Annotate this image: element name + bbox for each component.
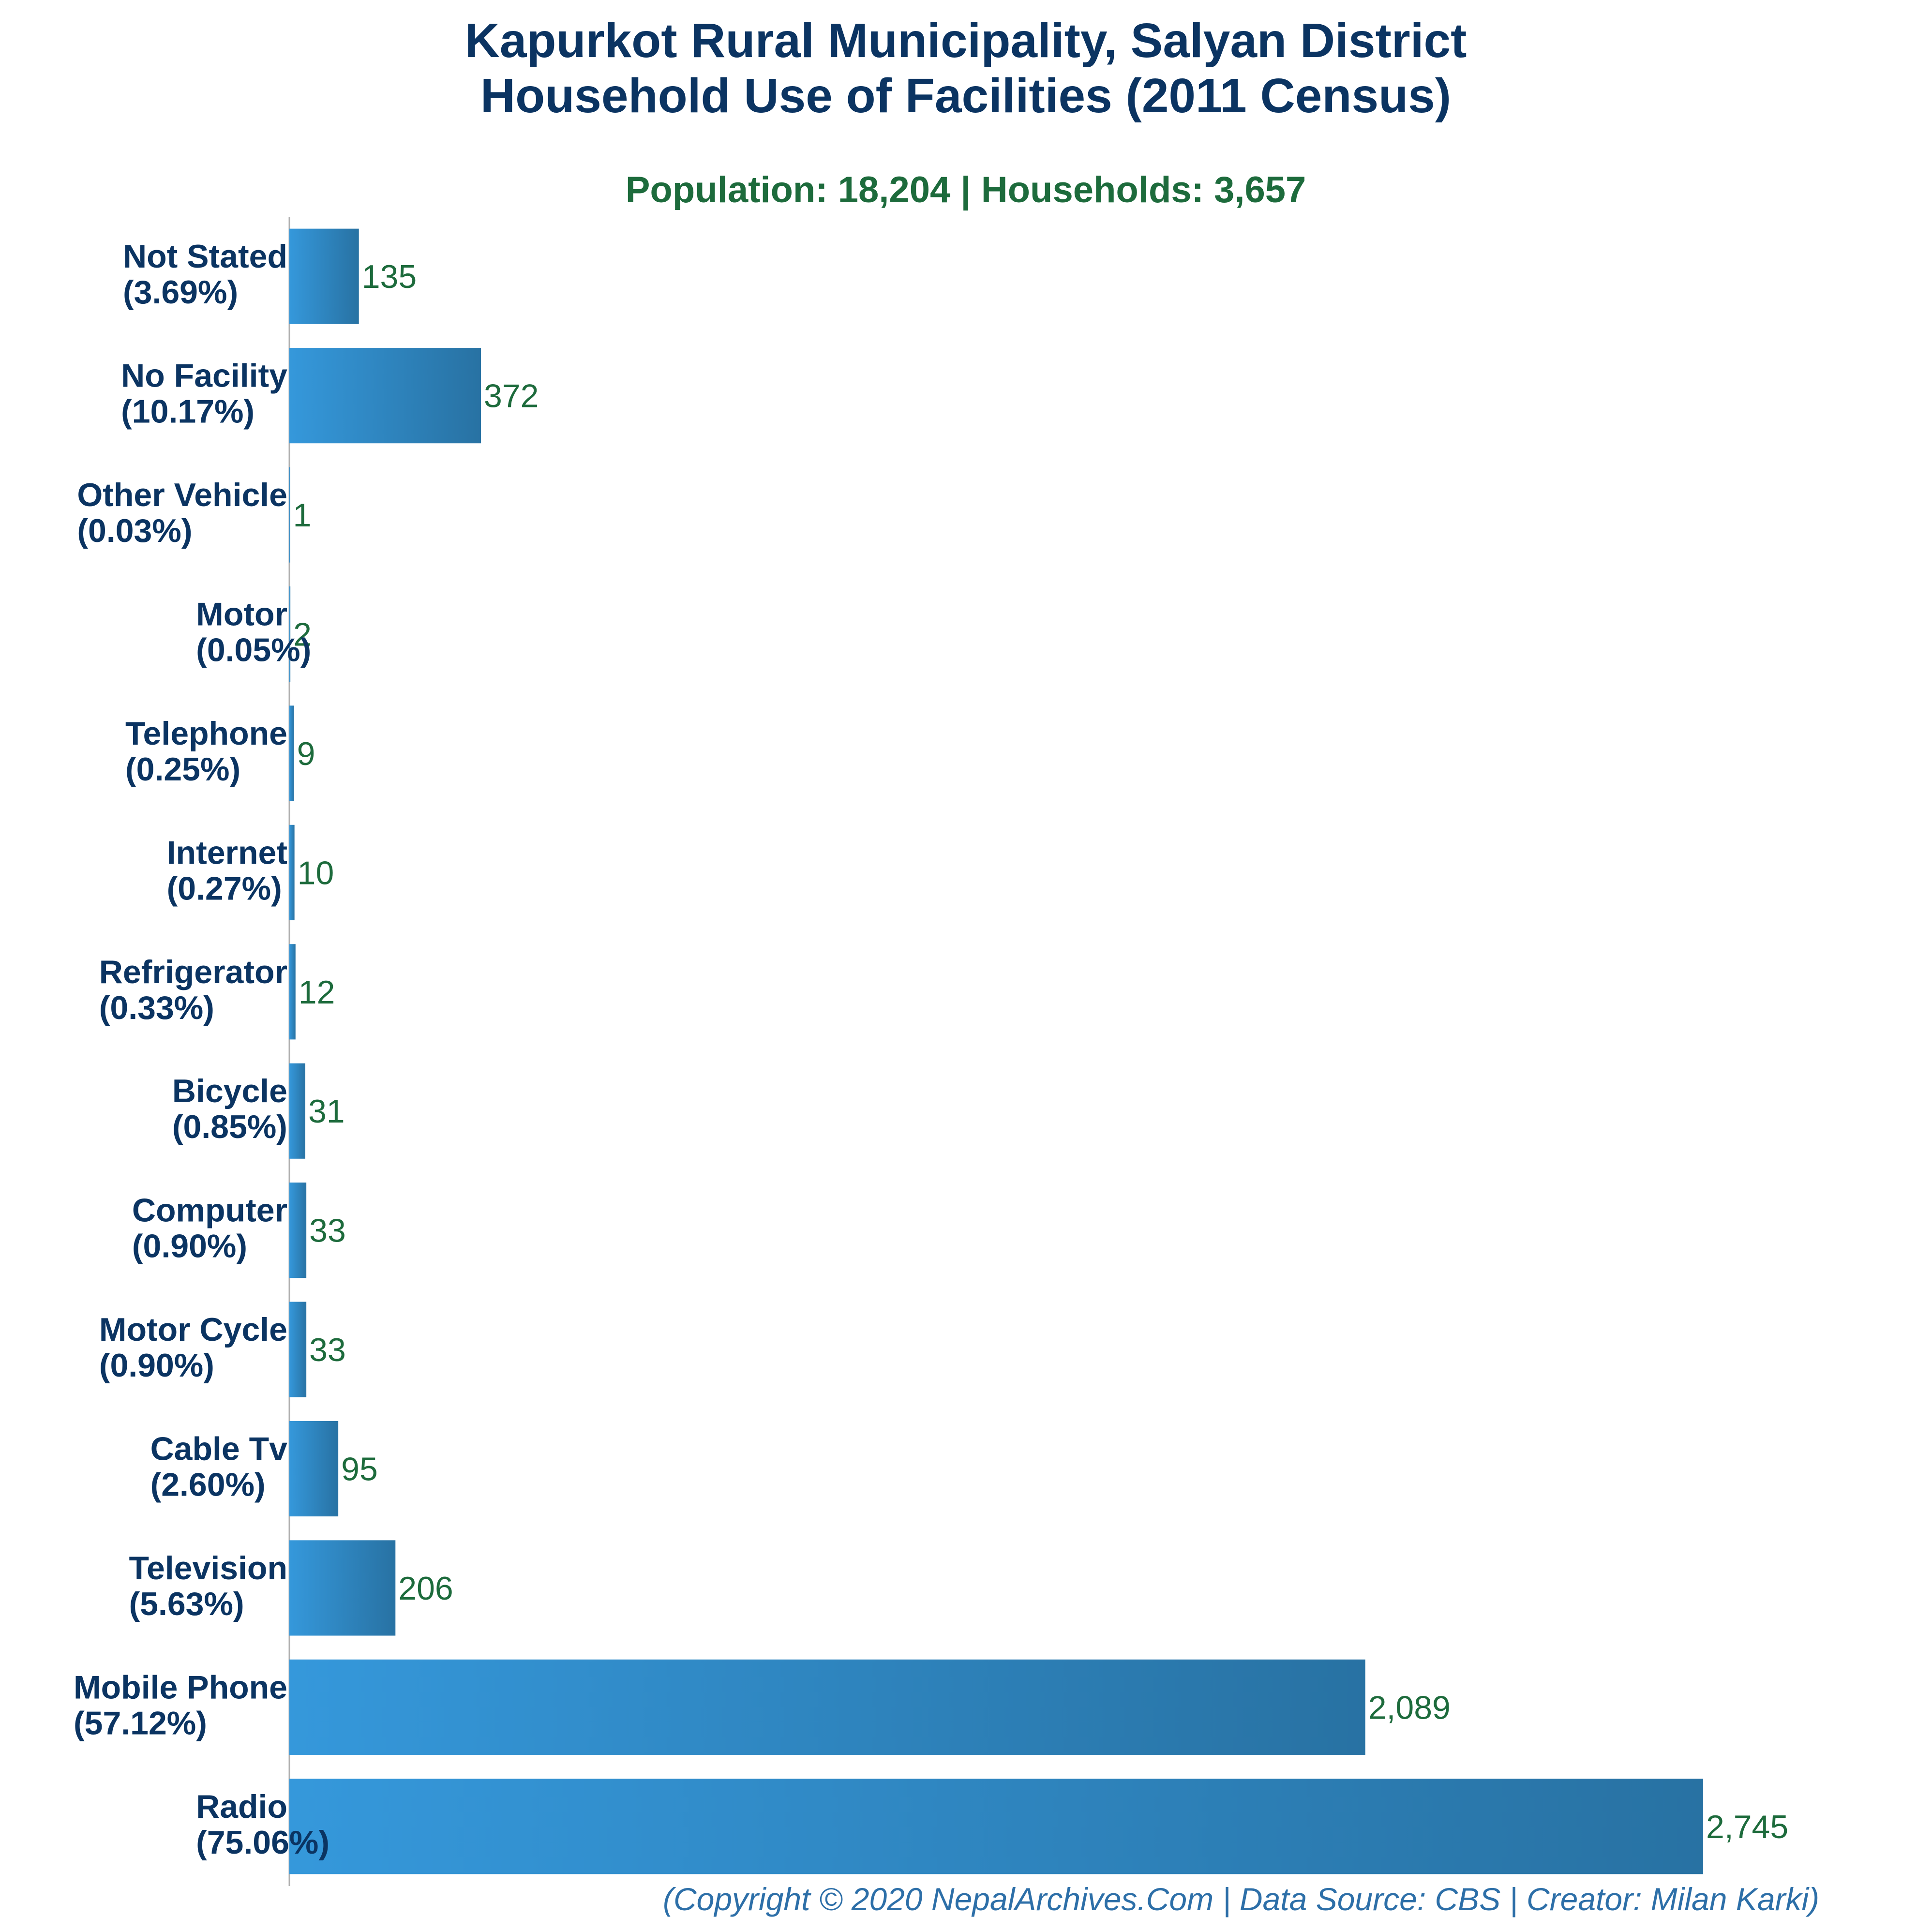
value-label: 33 bbox=[309, 1332, 346, 1368]
bars-group: 135 Not Stated(3.69%) 372 No Facility(10.17… bbox=[74, 228, 1788, 1874]
category-label: Refrigerator bbox=[99, 954, 287, 990]
category-percent-label: (0.33%) bbox=[99, 989, 214, 1026]
bar-refrigerator bbox=[289, 944, 296, 1040]
value-label: 2,089 bbox=[1368, 1689, 1451, 1726]
bar-motor bbox=[289, 586, 291, 682]
chart-title-line2: Household Use of Facilities (2011 Census… bbox=[480, 69, 1451, 123]
category-percent-label: (0.03%) bbox=[77, 512, 192, 549]
value-label: 135 bbox=[362, 258, 417, 295]
value-label: 12 bbox=[299, 974, 335, 1011]
value-label: 372 bbox=[484, 378, 539, 415]
bar-television bbox=[289, 1540, 396, 1636]
category-label: Cable Tv bbox=[150, 1431, 288, 1468]
category-percent-label: (57.12%) bbox=[74, 1705, 207, 1741]
value-label: 31 bbox=[308, 1093, 345, 1130]
category-percent-label: (3.69%) bbox=[123, 274, 238, 311]
category-percent-label: (0.05%) bbox=[196, 632, 311, 669]
category-label: Radio bbox=[196, 1788, 287, 1825]
category-percent-label: (0.85%) bbox=[172, 1108, 287, 1145]
value-label: 10 bbox=[298, 854, 334, 891]
bar-other-vehicle bbox=[289, 467, 290, 563]
category-label: Television bbox=[129, 1550, 287, 1587]
value-label: 206 bbox=[398, 1570, 453, 1607]
category-percent-label: (10.17%) bbox=[121, 393, 255, 430]
category-label: Telephone bbox=[125, 715, 287, 752]
category-label: Computer bbox=[132, 1192, 287, 1229]
category-percent-label: (0.90%) bbox=[99, 1347, 214, 1384]
category-percent-label: (5.63%) bbox=[129, 1586, 244, 1622]
chart-subtitle: Population: 18,204 | Households: 3,657 bbox=[626, 169, 1306, 211]
bar-telephone bbox=[289, 705, 294, 801]
bar-no-facility bbox=[289, 348, 481, 444]
category-percent-label: (0.27%) bbox=[167, 870, 282, 907]
value-label: 95 bbox=[341, 1451, 378, 1488]
bar-motor-cycle bbox=[289, 1302, 307, 1397]
bar-cable-tv bbox=[289, 1421, 339, 1517]
category-percent-label: (0.25%) bbox=[125, 751, 240, 788]
value-label: 9 bbox=[297, 735, 315, 772]
category-label: Motor Cycle bbox=[99, 1311, 287, 1348]
bar-computer bbox=[289, 1183, 307, 1278]
value-label: 2,745 bbox=[1706, 1809, 1788, 1845]
bar-mobile-phone bbox=[289, 1659, 1365, 1755]
bar-internet bbox=[289, 824, 295, 920]
category-percent-label: (2.60%) bbox=[150, 1467, 266, 1503]
bar-radio bbox=[289, 1779, 1703, 1874]
category-percent-label: (75.06%) bbox=[196, 1824, 329, 1861]
category-label: Not Stated bbox=[123, 238, 287, 275]
value-label: 33 bbox=[309, 1213, 346, 1249]
category-label: Mobile Phone bbox=[74, 1669, 287, 1706]
category-label: No Facility bbox=[121, 358, 287, 394]
category-percent-label: (0.90%) bbox=[132, 1228, 247, 1265]
category-label: Bicycle bbox=[172, 1073, 287, 1109]
category-label: Other Vehicle bbox=[77, 477, 287, 513]
bar-bicycle bbox=[289, 1063, 305, 1159]
value-label: 1 bbox=[293, 497, 312, 534]
bar-not-stated bbox=[289, 228, 359, 324]
value-label: 2 bbox=[293, 616, 312, 653]
chart-footer: (Copyright © 2020 NepalArchives.Com | Da… bbox=[663, 1881, 1819, 1918]
chart-title-line1: Kapurkot Rural Municipality, Salyan Dist… bbox=[465, 14, 1467, 68]
category-label: Internet bbox=[167, 834, 287, 871]
category-label: Motor bbox=[196, 596, 287, 633]
